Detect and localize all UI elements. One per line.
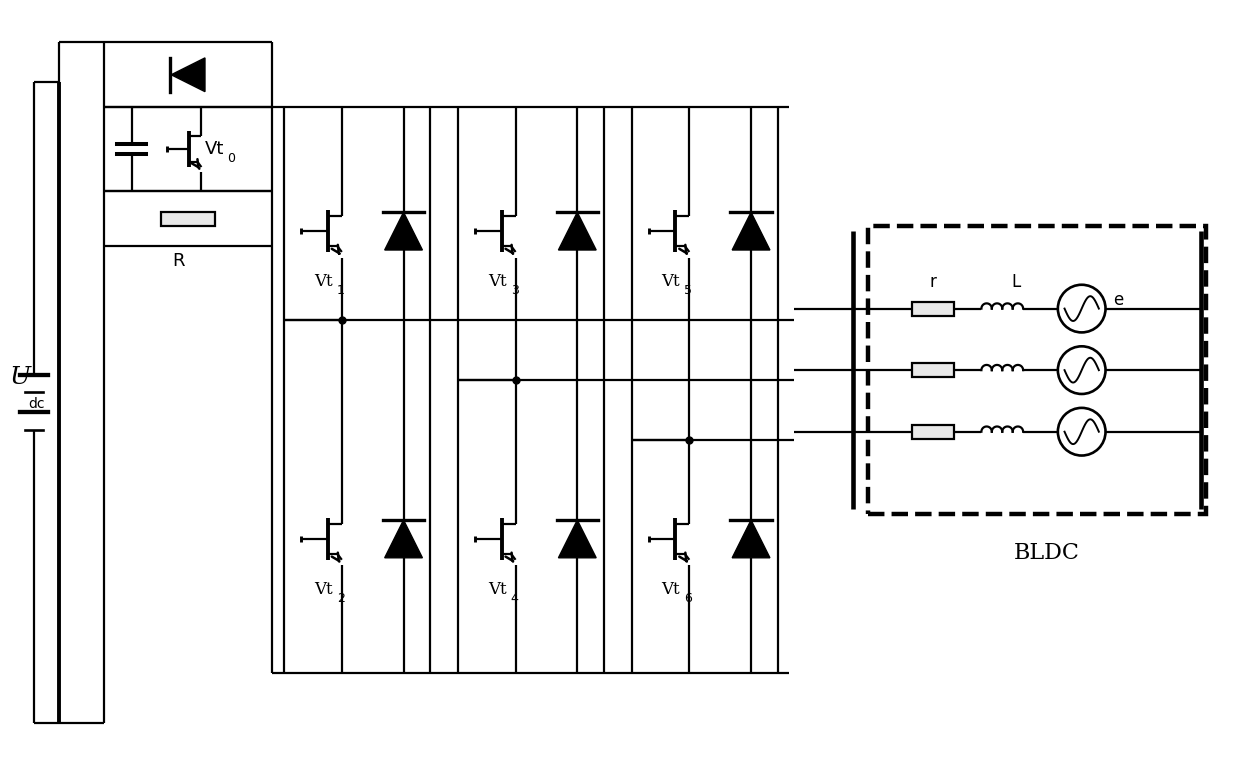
- Text: L: L: [1012, 273, 1021, 291]
- Bar: [161, 212, 216, 225]
- Bar: [911, 363, 954, 377]
- Text: Vt: Vt: [661, 273, 680, 290]
- Polygon shape: [171, 58, 205, 91]
- Polygon shape: [558, 520, 596, 558]
- Bar: [868, 226, 1205, 514]
- Text: dc: dc: [29, 397, 45, 411]
- Bar: [911, 425, 954, 438]
- Text: Vt: Vt: [661, 581, 680, 598]
- Text: 1: 1: [337, 284, 345, 297]
- Text: Vt: Vt: [314, 581, 332, 598]
- Polygon shape: [558, 212, 596, 250]
- Text: U: U: [10, 366, 31, 389]
- Polygon shape: [384, 212, 423, 250]
- Text: BLDC: BLDC: [1014, 542, 1080, 564]
- Polygon shape: [732, 520, 770, 558]
- Text: r: r: [929, 273, 936, 291]
- Text: Vt: Vt: [487, 581, 506, 598]
- Text: Vt: Vt: [314, 273, 332, 290]
- Text: 2: 2: [337, 592, 345, 605]
- Text: 6: 6: [684, 592, 692, 605]
- Bar: [911, 302, 954, 316]
- Text: 5: 5: [684, 284, 692, 297]
- Text: 3: 3: [511, 284, 518, 297]
- Text: e: e: [1114, 291, 1123, 309]
- Text: 0: 0: [227, 152, 234, 165]
- Polygon shape: [732, 212, 770, 250]
- Text: R: R: [172, 252, 185, 270]
- Polygon shape: [384, 520, 423, 558]
- Text: 4: 4: [511, 592, 518, 605]
- Text: Vt: Vt: [487, 273, 506, 290]
- Text: Vt: Vt: [205, 140, 224, 158]
